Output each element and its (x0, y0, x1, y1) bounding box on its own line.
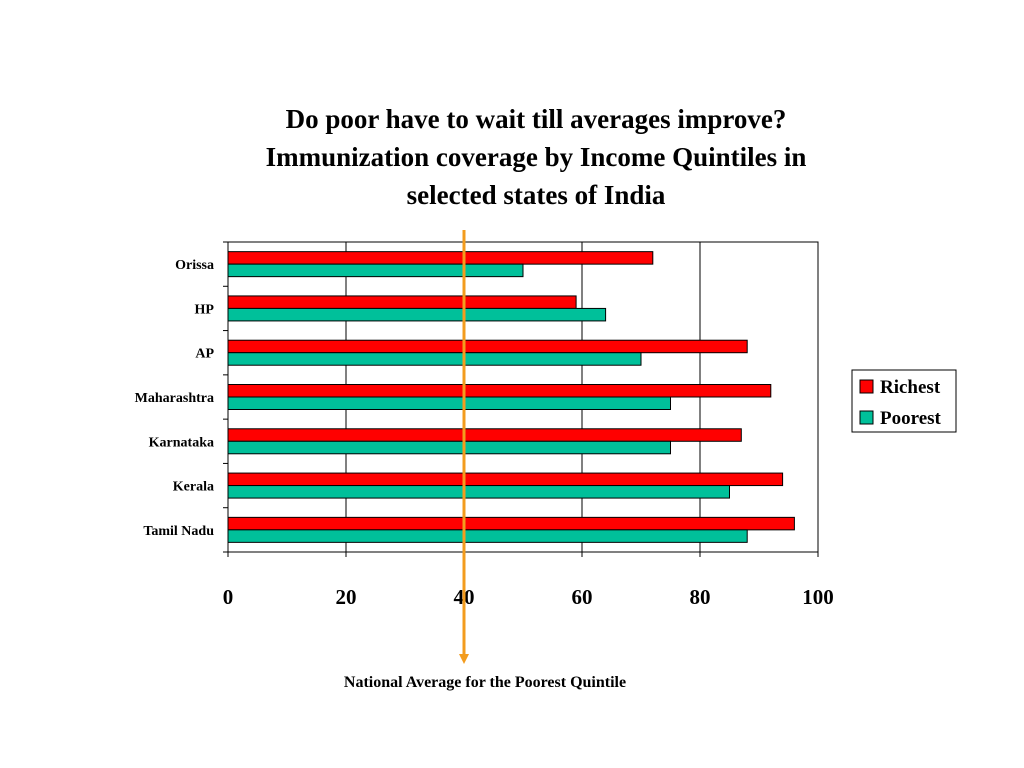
bar-richest-kerala (227, 472, 784, 487)
x-tick-label: 60 (572, 585, 593, 609)
bar-richest-karnataka (227, 428, 742, 442)
x-tick-label: 80 (690, 585, 711, 609)
x-tick-label: 0 (223, 585, 234, 609)
bar-richest-orissa (227, 251, 654, 265)
y-tick-label: AP (195, 347, 214, 362)
legend-swatch-richest (859, 379, 874, 394)
bar-poorest-maharashtra (227, 396, 671, 410)
bars (227, 251, 795, 543)
reference-line-caption: National Average for the Poorest Quintil… (343, 674, 627, 691)
y-tick-label: Karnataka (149, 435, 214, 450)
bar-richest-hp (227, 295, 577, 309)
x-tick-label: 20 (336, 585, 357, 609)
legend: Richest Poorest (851, 369, 957, 433)
x-axis: 020406080100 (223, 552, 834, 609)
legend-swatch-poorest (859, 410, 874, 425)
chart-title-line-3: selected states of India (406, 180, 666, 210)
y-tick-label: Orissa (175, 258, 214, 273)
bar-poorest-kerala (227, 485, 730, 499)
legend-label-poorest: Poorest (880, 408, 942, 429)
chart-title-line-1: Do poor have to wait till averages impro… (285, 104, 787, 134)
bar-richest-ap (227, 339, 748, 354)
y-tick-label: Kerala (173, 480, 214, 495)
reference-line (459, 230, 469, 664)
bar-poorest-ap (227, 352, 642, 366)
y-tick-label: Tamil Nadu (143, 524, 214, 539)
y-tick-label: Maharashtra (135, 391, 214, 406)
reference-line-arrowhead (459, 654, 469, 664)
bar-richest-maharashtra (227, 384, 772, 398)
y-tick-label: HP (195, 302, 215, 317)
bar-poorest-tamil-nadu (227, 529, 748, 543)
legend-label-richest: Richest (880, 377, 941, 398)
chart-title: Do poor have to wait till averages impro… (186, 100, 886, 214)
plot-border (227, 241, 819, 553)
bar-poorest-hp (227, 307, 607, 322)
y-axis: Orissa HP AP Maharashtra Karnataka Kerala Tami… (135, 241, 228, 553)
bar-poorest-orissa (227, 263, 524, 278)
chart-title-line-2: Immunization coverage by Income Quintile… (265, 142, 807, 172)
bar-richest-tamil-nadu (227, 516, 795, 531)
x-tick-label: 100 (802, 585, 834, 609)
bar-poorest-karnataka (227, 440, 671, 455)
